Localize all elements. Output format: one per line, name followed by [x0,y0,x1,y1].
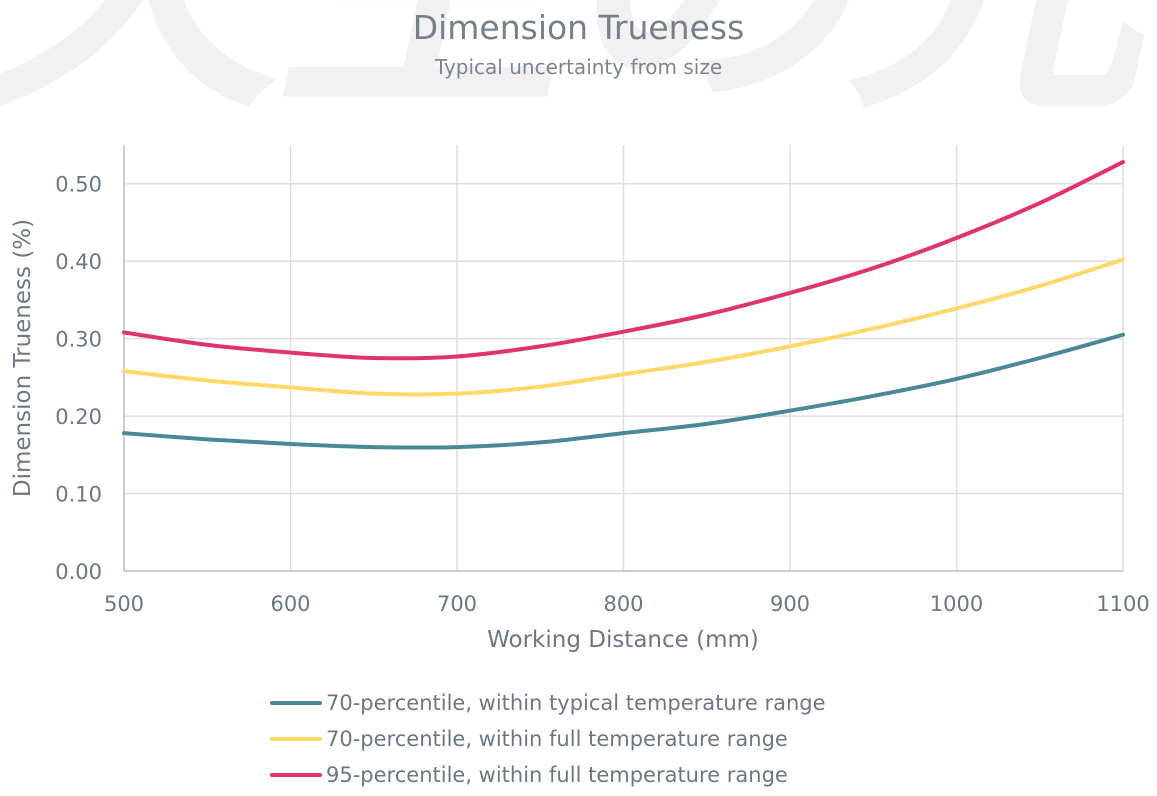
chart-title: Dimension Trueness [412,8,745,47]
y-tick-label: 0.50 [55,173,102,197]
x-tick-label: 1000 [930,592,983,616]
y-tick-label: 0.30 [55,328,102,352]
legend-swatch [270,773,322,777]
x-tick-label: 1100 [1096,592,1149,616]
legend: 70-percentile, within typical temperatur… [270,685,826,793]
legend-swatch [270,737,322,741]
legend-item: 70-percentile, within typical temperatur… [270,685,826,721]
chart-subtitle: Typical uncertainty from size [434,55,723,79]
legend-item: 95-percentile, within full temperature r… [270,757,826,793]
x-tick-label: 800 [603,592,643,616]
legend-label: 95-percentile, within full temperature r… [326,763,788,787]
y-tick-label: 0.10 [55,483,102,507]
x-tick-label: 700 [437,592,477,616]
legend-label: 70-percentile, within full temperature r… [326,727,788,751]
series-line-1 [122,332,1125,450]
y-tick-label: 0.00 [55,560,102,584]
x-tick-label: 900 [770,592,810,616]
x-tick-labels: 500 600 700 800 900 1000 1100 [104,592,1150,616]
legend-label: 70-percentile, within typical temperatur… [326,691,826,715]
grid-lines [124,145,1124,571]
legend-swatch [270,701,322,705]
x-axis-title: Working Distance (mm) [487,627,759,653]
y-axis-title: Dimension Trueness (%) [10,219,36,497]
x-tick-label: 600 [270,592,310,616]
axis-lines [123,145,1123,572]
y-tick-label: 0.20 [55,405,102,429]
series-line-3 [122,160,1125,361]
y-tick-label: 0.40 [55,250,102,274]
legend-item: 70-percentile, within full temperature r… [270,721,826,757]
y-tick-labels: 0.00 0.10 0.20 0.30 0.40 0.50 [55,173,102,584]
series-lines [122,160,1125,450]
x-tick-label: 500 [104,592,144,616]
series-line-2 [122,257,1125,397]
